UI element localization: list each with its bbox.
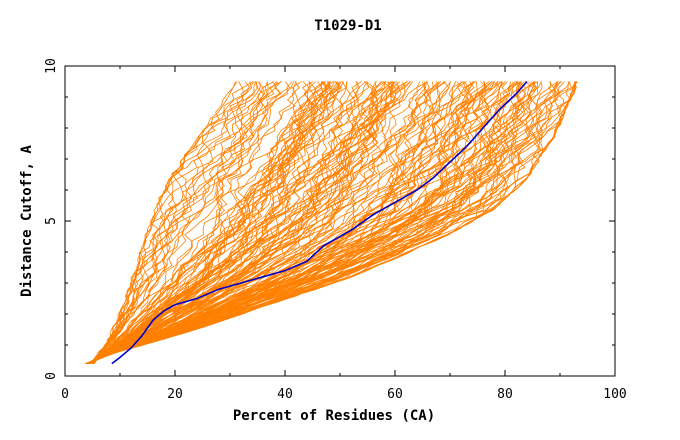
other-model-curve [87,81,493,364]
other-model-curve [86,81,464,364]
other-model-curve [89,81,305,364]
y-axis-ticks: 0 5 10 [44,58,615,380]
other-model-curve [86,81,450,364]
other-model-curve [86,81,557,364]
chart-title: T1029-D1 [314,18,381,34]
y-tick-label: 5 [44,217,59,225]
other-model-curve [90,81,282,364]
other-model-curve [90,81,277,364]
other-model-curve [91,81,245,364]
other-model-curve [89,81,311,364]
y-tick-label: 0 [44,372,59,380]
other-model-curve [90,81,348,364]
y-axis-label: Distance Cutoff, A [19,145,35,297]
other-model-curve [93,81,254,364]
other-model-curve [88,81,526,364]
other-models-curves [84,81,578,364]
other-model-curve [93,81,338,364]
other-model-curve [88,81,426,364]
other-model-curve [85,81,523,364]
other-model-curve [90,81,330,364]
highlight-series-line [111,80,528,365]
x-tick-label: 100 [603,387,626,402]
x-tick-label: 20 [167,387,183,402]
x-tick-label: 60 [387,387,403,402]
other-model-curve [88,81,576,364]
other-model-curve [93,81,255,364]
other-model-curve [89,81,397,364]
other-model-curve [93,81,256,364]
other-model-curve [90,81,238,364]
other-model-curve [85,81,544,364]
other-model-curve [90,81,501,364]
other-model-curve [86,81,558,364]
x-tick-label: 0 [61,387,69,402]
other-model-curve [89,81,475,364]
other-model-curve [85,81,551,364]
other-model-curve [90,81,325,364]
other-model-curve [87,81,469,364]
other-model-curve [93,81,253,364]
other-model-curve [88,81,368,364]
other-model-curve [88,81,478,364]
other-model-curve [87,81,391,364]
other-model-curve [89,81,326,364]
other-model-curve [90,81,400,364]
other-model-curve [87,81,392,364]
other-model-curve [88,81,324,364]
x-axis-ticks: 0 20 40 60 80 100 [61,66,627,402]
highlighted-model-curve [111,80,528,365]
other-model-curve [93,81,295,364]
other-model-curve [90,81,351,364]
other-model-curve [90,81,335,364]
other-model-curve [90,81,300,364]
other-model-curve [89,81,485,364]
other-model-curve [86,81,509,364]
other-model-curve [91,81,261,364]
y-tick-label: 10 [44,58,59,74]
plot-frame [64,65,616,377]
other-model-curve [88,81,331,364]
x-tick-label: 80 [497,387,513,402]
other-model-curve [89,81,397,364]
other-model-curve [90,81,427,364]
other-model-curve [91,81,367,364]
x-tick-label: 40 [277,387,293,402]
x-axis-label: Percent of Residues (CA) [233,408,435,424]
